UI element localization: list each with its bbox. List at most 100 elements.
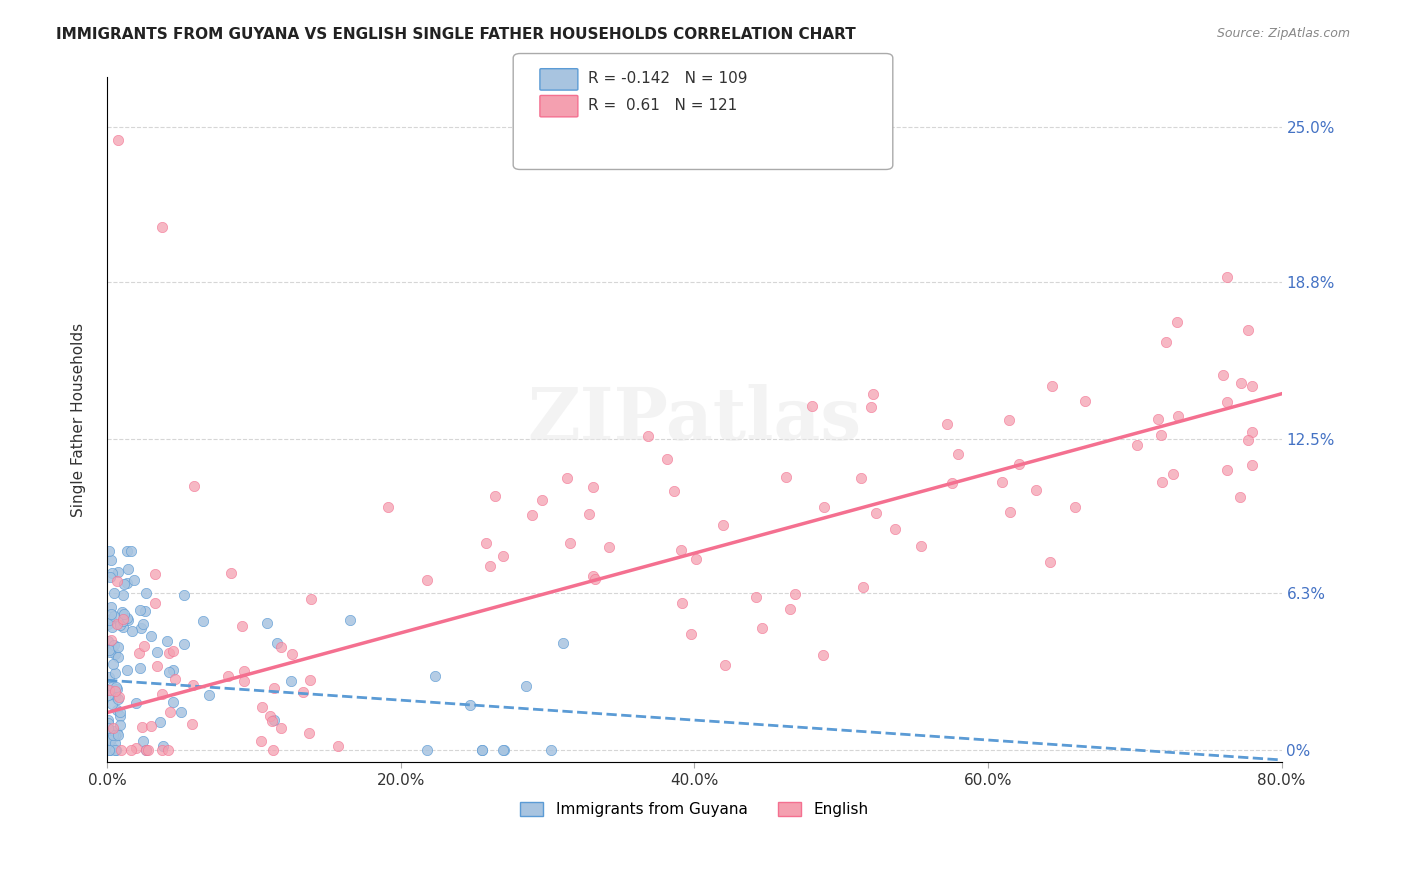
Point (173, 637, 195, 651)
Point (134, 604, 156, 618)
Point (910, 539, 932, 553)
Point (1040, 378, 1063, 392)
Point (98, 613, 121, 627)
Point (458, 698, 481, 712)
Point (582, 480, 605, 494)
Point (111, 612, 134, 626)
Point (1150, 428, 1173, 442)
Point (112, 607, 135, 621)
Point (1150, 475, 1173, 490)
Point (107, 133, 129, 147)
Point (266, 636, 288, 650)
Point (515, 679, 537, 693)
Point (100, 612, 122, 626)
Point (865, 507, 887, 521)
Point (162, 643, 184, 657)
Point (998, 413, 1021, 427)
Point (129, 621, 152, 635)
Point (270, 721, 292, 735)
Point (478, 558, 501, 573)
Point (107, 565, 129, 579)
Point (105, 617, 128, 632)
Point (664, 483, 686, 498)
Point (157, 665, 180, 679)
Point (471, 743, 494, 757)
Point (100, 607, 122, 621)
Point (134, 639, 156, 653)
Point (104, 729, 127, 743)
Point (152, 739, 174, 753)
Point (1241, 379, 1264, 393)
Point (115, 663, 138, 677)
Point (105, 574, 128, 588)
Point (125, 741, 148, 756)
Point (775, 470, 797, 484)
Point (101, 698, 124, 712)
Point (97, 643, 120, 657)
Point (100, 632, 122, 647)
Point (110, 709, 132, 723)
Point (1212, 368, 1234, 383)
Point (100, 566, 122, 581)
Point (998, 505, 1021, 519)
Point (685, 552, 707, 566)
Point (114, 577, 136, 591)
Point (884, 522, 907, 536)
Point (135, 586, 157, 600)
Point (183, 478, 205, 492)
Point (492, 743, 515, 757)
Point (471, 743, 494, 757)
Point (117, 575, 139, 590)
Point (139, 719, 162, 733)
Point (117, 562, 139, 576)
Point (1237, 323, 1260, 337)
Point (100, 600, 122, 615)
Point (152, 688, 174, 702)
Point (100, 644, 122, 658)
Point (181, 677, 204, 691)
Text: ZIPatlas: ZIPatlas (527, 384, 862, 456)
Point (1039, 555, 1062, 569)
Point (198, 688, 221, 702)
Point (540, 743, 562, 757)
Point (191, 614, 214, 628)
Point (111, 614, 134, 628)
Point (581, 569, 603, 583)
Point (232, 673, 254, 688)
Point (785, 587, 807, 601)
Point (101, 641, 124, 656)
Point (103, 665, 125, 680)
Point (125, 696, 148, 710)
Point (250, 699, 273, 714)
Point (714, 657, 737, 672)
Y-axis label: Single Father Households: Single Father Households (72, 323, 86, 517)
Text: R =  0.61   N = 121: R = 0.61 N = 121 (588, 98, 737, 112)
Point (262, 714, 284, 728)
Point (101, 721, 124, 735)
Point (104, 728, 127, 742)
Point (100, 733, 122, 747)
Point (115, 610, 138, 624)
Point (97, 743, 120, 757)
Point (256, 615, 278, 630)
Point (135, 743, 157, 757)
Point (103, 724, 125, 739)
Point (1236, 434, 1258, 448)
Point (112, 620, 135, 634)
Text: R = -0.142   N = 109: R = -0.142 N = 109 (588, 71, 747, 86)
Point (219, 566, 242, 580)
Point (520, 508, 543, 522)
Point (107, 703, 129, 717)
Point (104, 743, 127, 757)
Text: Source: ZipAtlas.com: Source: ZipAtlas.com (1216, 27, 1350, 40)
Point (128, 603, 150, 617)
Point (298, 673, 321, 687)
Point (1166, 315, 1188, 329)
Point (679, 626, 702, 640)
Point (298, 726, 321, 740)
Point (751, 621, 773, 635)
Point (475, 536, 498, 550)
Point (173, 589, 195, 603)
Point (249, 734, 271, 748)
Text: IMMIGRANTS FROM GUYANA VS ENGLISH SINGLE FATHER HOUSEHOLDS CORRELATION CHART: IMMIGRANTS FROM GUYANA VS ENGLISH SINGLE… (56, 27, 856, 42)
